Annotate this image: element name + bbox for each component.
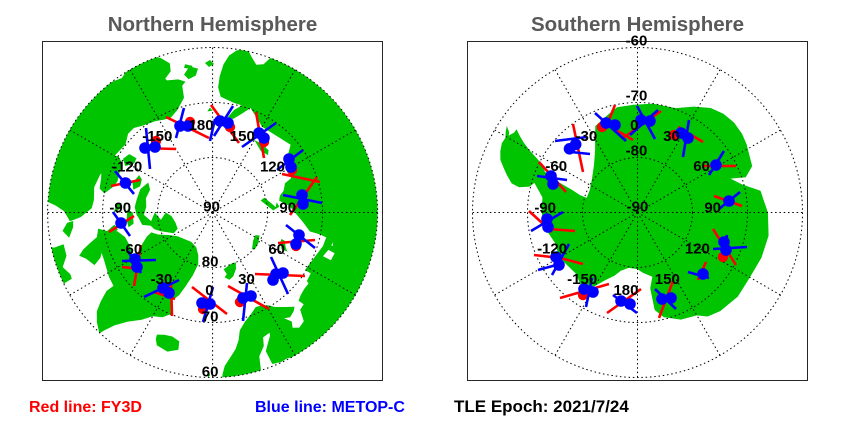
- svg-text:TLE Epoch: 2021/7/24: TLE Epoch: 2021/7/24: [454, 397, 629, 416]
- svg-text:0: 0: [630, 117, 638, 134]
- svg-text:-60: -60: [626, 33, 648, 50]
- svg-text:90: 90: [203, 199, 220, 216]
- svg-text:-120: -120: [537, 241, 567, 258]
- svg-text:180: 180: [189, 117, 214, 134]
- svg-text:-70: -70: [626, 88, 648, 105]
- svg-text:-150: -150: [142, 128, 172, 145]
- svg-text:90: 90: [279, 200, 296, 217]
- svg-text:-90: -90: [109, 200, 131, 217]
- svg-text:0: 0: [205, 282, 213, 299]
- svg-text:30: 30: [238, 271, 255, 288]
- svg-text:Red line: FY3D: Red line: FY3D: [29, 399, 142, 416]
- svg-text:Blue line: METOP-C: Blue line: METOP-C: [255, 399, 405, 416]
- svg-text:150: 150: [230, 128, 255, 145]
- svg-text:-150: -150: [567, 271, 597, 288]
- svg-text:Southern Hemisphere: Southern Hemisphere: [531, 13, 744, 36]
- svg-text:Northern Hemisphere: Northern Hemisphere: [108, 13, 318, 36]
- svg-text:60: 60: [202, 364, 219, 381]
- svg-text:120: 120: [685, 241, 710, 258]
- svg-text:-30: -30: [576, 128, 598, 145]
- svg-text:-60: -60: [545, 158, 567, 175]
- svg-text:60: 60: [693, 158, 710, 175]
- svg-text:70: 70: [202, 309, 219, 326]
- svg-text:-90: -90: [627, 199, 649, 216]
- svg-text:-90: -90: [534, 200, 556, 217]
- svg-text:150: 150: [655, 271, 680, 288]
- svg-text:30: 30: [663, 128, 680, 145]
- svg-text:120: 120: [260, 158, 285, 175]
- svg-text:180: 180: [613, 282, 638, 299]
- svg-text:-120: -120: [112, 158, 142, 175]
- svg-text:-60: -60: [121, 241, 143, 258]
- svg-text:-30: -30: [151, 271, 173, 288]
- svg-text:-80: -80: [626, 143, 648, 160]
- svg-text:90: 90: [704, 200, 721, 217]
- svg-text:80: 80: [202, 254, 219, 271]
- svg-text:60: 60: [268, 241, 285, 258]
